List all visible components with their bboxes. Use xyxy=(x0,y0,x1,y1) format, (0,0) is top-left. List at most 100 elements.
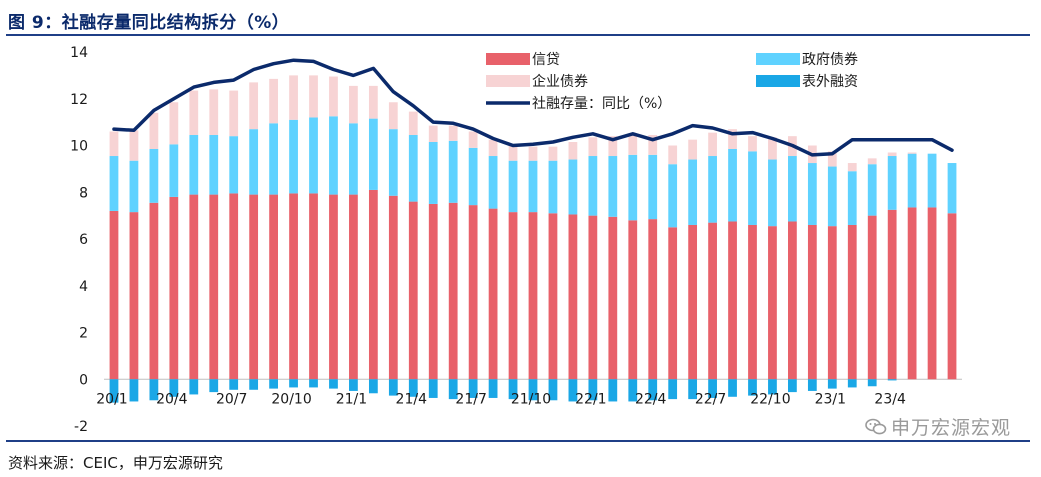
y-tick-label: 0 xyxy=(79,372,88,388)
bar-corp-bond xyxy=(708,132,717,157)
bar-gov-bond xyxy=(428,141,438,204)
bar-gov-bond xyxy=(349,123,358,195)
bar-off-balance xyxy=(887,379,897,381)
bar-credit xyxy=(269,194,278,380)
bar-gov-bond xyxy=(508,160,518,213)
bar-credit xyxy=(788,221,797,380)
bar-off-balance xyxy=(129,379,139,402)
bar-off-balance xyxy=(368,379,378,394)
bar-off-balance xyxy=(748,379,757,396)
bar-gov-bond xyxy=(109,156,119,211)
bar-gov-bond xyxy=(269,123,278,195)
y-tick-label: 14 xyxy=(70,45,88,61)
watermark-text: 申万宏源宏观 xyxy=(890,417,1011,439)
bar-off-balance xyxy=(189,379,199,395)
bar-gov-bond xyxy=(608,156,618,217)
x-tick-label: 21/10 xyxy=(511,391,551,407)
bar-corp-bond xyxy=(568,141,578,160)
bar-gov-bond xyxy=(807,163,817,225)
bar-credit xyxy=(448,202,458,380)
legend-gov-bond-swatch xyxy=(756,53,800,65)
x-tick-label: 22/10 xyxy=(750,391,790,407)
bar-gov-bond xyxy=(927,153,937,208)
bar-off-balance xyxy=(708,379,717,398)
bar-off-balance xyxy=(648,379,658,401)
bar-off-balance xyxy=(149,379,159,401)
bar-off-balance xyxy=(768,379,777,395)
bar-gov-bond xyxy=(947,163,957,214)
bar-gov-bond xyxy=(388,129,398,196)
bar-corp-bond xyxy=(648,134,658,155)
footer-rule xyxy=(6,440,1030,442)
bar-corp-bond xyxy=(448,125,458,141)
legend-off-balance-swatch xyxy=(756,75,800,87)
bar-credit xyxy=(428,203,438,380)
bar-corp-bond xyxy=(907,152,917,154)
header-rule xyxy=(6,34,1030,36)
bar-credit xyxy=(708,222,717,380)
x-tick-label: 20/1 xyxy=(96,391,127,407)
bar-gov-bond xyxy=(648,154,658,220)
bar-off-balance xyxy=(508,379,518,400)
bar-credit xyxy=(628,220,638,380)
y-tick-label: 10 xyxy=(70,139,88,155)
bar-gov-bond xyxy=(867,164,877,216)
legend-corp-bond-label: 企业债券 xyxy=(532,73,588,90)
bar-credit xyxy=(867,215,877,380)
bar-off-balance xyxy=(329,379,338,389)
bar-gov-bond xyxy=(309,117,318,194)
bar-credit xyxy=(408,201,418,380)
bar-off-balance xyxy=(428,379,438,398)
bar-off-balance xyxy=(588,379,598,401)
x-tick-label: 22/4 xyxy=(635,391,667,407)
bar-credit xyxy=(169,196,179,380)
bar-credit xyxy=(368,189,378,380)
bar-gov-bond xyxy=(408,134,418,202)
bar-gov-bond xyxy=(827,166,837,227)
x-tick-label: 23/1 xyxy=(815,391,846,407)
bar-corp-bond xyxy=(209,89,219,135)
bar-gov-bond xyxy=(788,156,797,222)
bar-corp-bond xyxy=(768,137,777,160)
bar-corp-bond xyxy=(329,76,338,117)
bar-credit xyxy=(528,212,538,380)
bar-gov-bond xyxy=(548,160,558,214)
bar-credit xyxy=(488,208,498,380)
bar-credit xyxy=(927,207,937,380)
bar-credit xyxy=(548,213,558,380)
x-tick-label: 21/1 xyxy=(336,391,367,407)
bar-credit xyxy=(847,224,857,380)
bar-credit xyxy=(229,193,239,380)
y-tick-label: 2 xyxy=(79,326,88,342)
y-tick-label: 4 xyxy=(79,279,88,295)
bar-corp-bond xyxy=(149,112,159,150)
bar-gov-bond xyxy=(568,159,578,215)
bar-off-balance xyxy=(388,379,398,396)
bar-credit xyxy=(468,205,478,380)
bar-off-balance xyxy=(688,379,698,400)
bar-off-balance xyxy=(408,379,418,397)
bar-corp-bond xyxy=(827,151,837,167)
bar-corp-bond xyxy=(368,85,378,119)
bar-credit xyxy=(907,207,917,380)
bar-gov-bond xyxy=(628,154,638,221)
bar-gov-bond xyxy=(688,159,698,225)
bar-corp-bond xyxy=(628,134,638,155)
bar-off-balance xyxy=(269,379,278,389)
legend-credit-swatch xyxy=(486,53,530,65)
bar-off-balance xyxy=(448,379,458,400)
bar-credit xyxy=(608,216,618,380)
bar-credit xyxy=(209,194,219,380)
bar-corp-bond xyxy=(189,90,199,135)
bar-credit xyxy=(289,193,298,380)
line-tsf-yoy xyxy=(112,58,954,157)
bar-credit xyxy=(508,212,518,380)
bar-corp-bond xyxy=(289,75,298,120)
bar-gov-bond xyxy=(668,164,678,228)
bar-corp-bond xyxy=(468,131,478,148)
bar-corp-bond xyxy=(588,137,598,157)
bar-credit xyxy=(568,214,578,380)
bar-credit xyxy=(768,226,777,380)
bar-off-balance xyxy=(548,379,558,401)
bar-corp-bond xyxy=(548,146,558,161)
